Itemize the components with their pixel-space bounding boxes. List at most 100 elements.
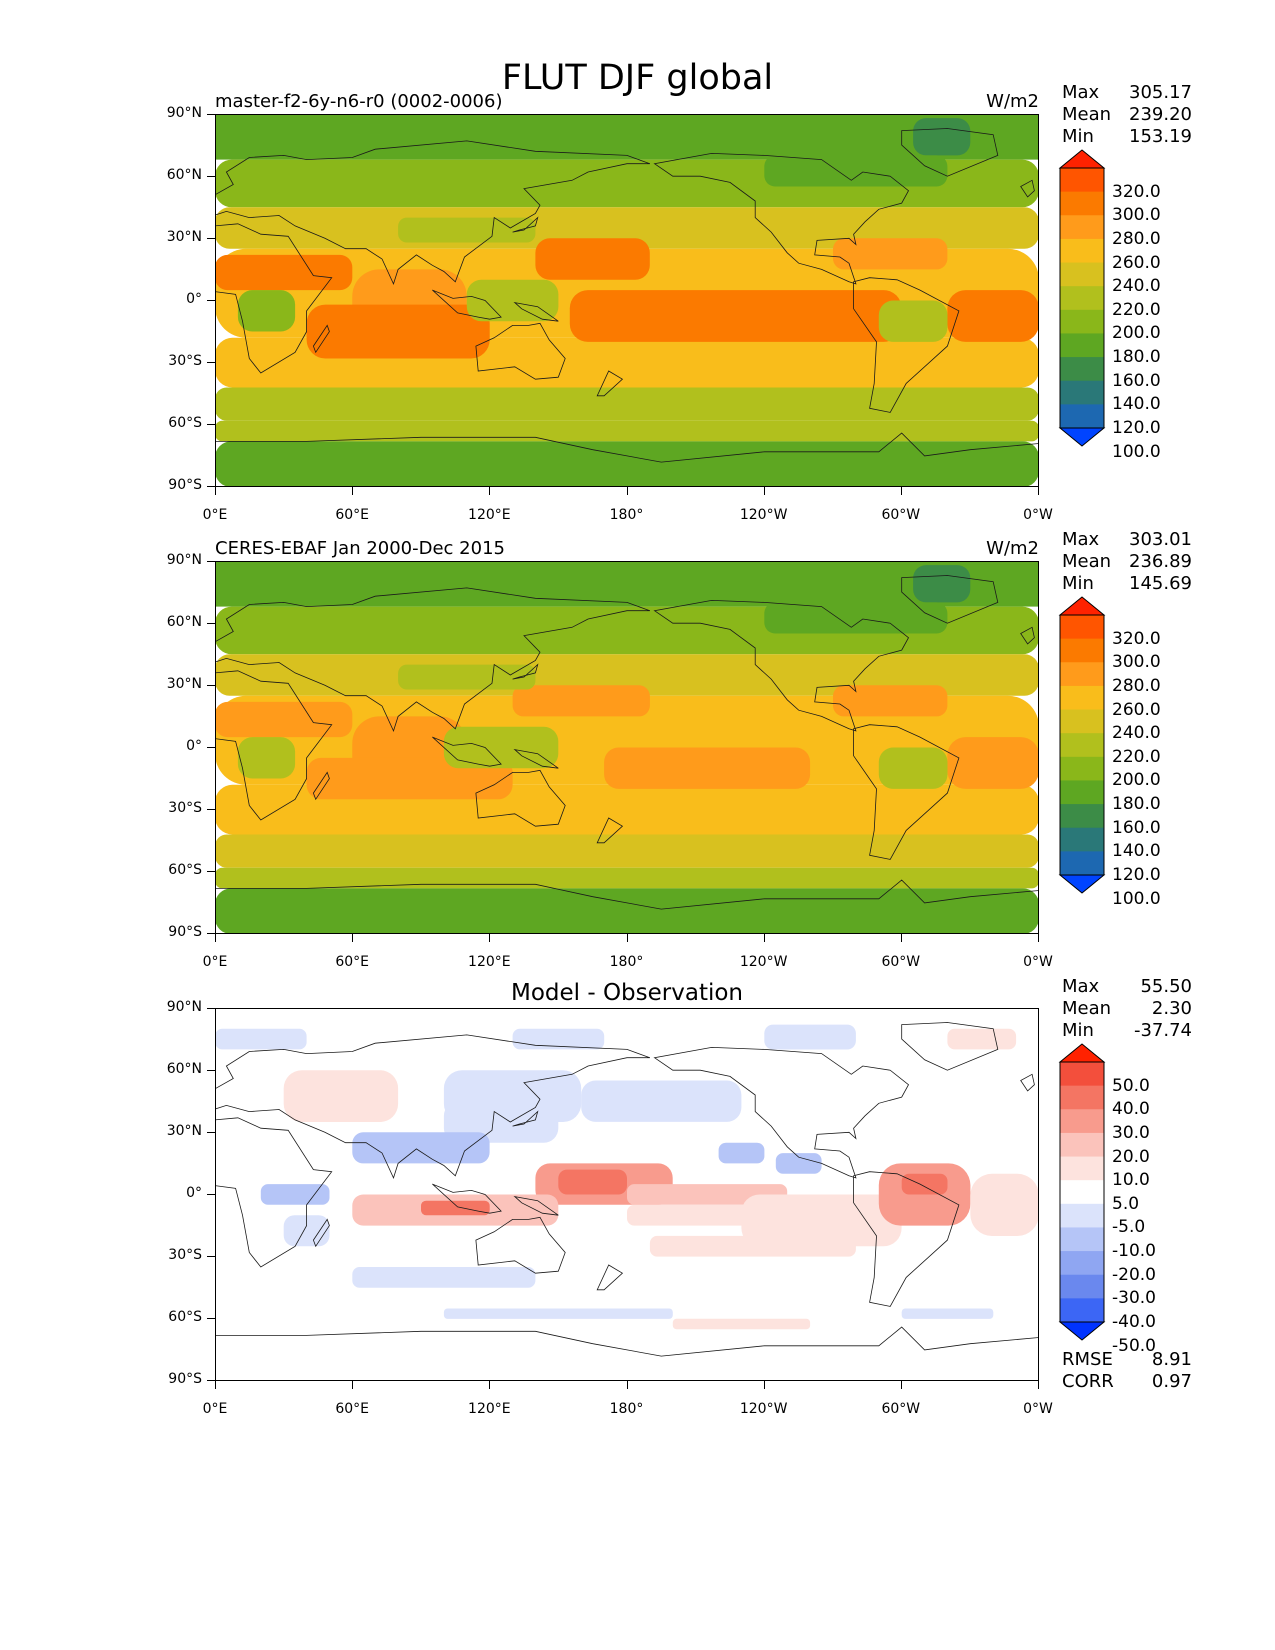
lat-tick-mark [207, 1380, 215, 1381]
colorbar-label: 100.0 [1112, 441, 1161, 462]
metric-rmse: RMSE 8.91 [1062, 1349, 1192, 1371]
colorbar-bin [1060, 1203, 1104, 1228]
stat-min: Min 145.69 [1062, 573, 1192, 595]
colorbar [1058, 595, 1106, 895]
field-patch [421, 1200, 490, 1216]
field-patch [535, 238, 650, 280]
lat-tick-label: 30°N [166, 1123, 202, 1139]
lon-tick-label: 0°W [1023, 507, 1053, 523]
colorbar-label: 140.0 [1112, 394, 1161, 415]
colorbar-bin [1060, 804, 1104, 829]
colorbar-label: 280.0 [1112, 228, 1161, 249]
lon-tick-mark [763, 1381, 765, 1389]
colorbar-label: 30.0 [1112, 1122, 1150, 1143]
colorbar-label: 20.0 [1112, 1146, 1150, 1167]
field-patch [775, 1153, 822, 1174]
map-frame [215, 1008, 1039, 1381]
field-patch [512, 685, 650, 717]
lon-tick-mark [489, 934, 491, 942]
field-patch [398, 217, 536, 243]
lat-tick-label: 0° [186, 738, 202, 754]
lon-tick-label: 180° [609, 954, 644, 970]
colorbar-label: 260.0 [1112, 699, 1161, 720]
panel-title: CERES-EBAF Jan 2000-Dec 2015 [215, 538, 505, 559]
field-patch [672, 1318, 811, 1330]
coastline-newguinea [513, 301, 559, 322]
field-patch [833, 238, 948, 270]
field-patch [215, 834, 1039, 868]
lat-tick-label: 90°N [166, 999, 202, 1015]
map-plot [215, 561, 1039, 934]
lat-tick-mark [207, 114, 215, 115]
colorbar-bin [1060, 851, 1104, 876]
lon-tick-mark [626, 487, 628, 495]
lon-tick-label: 60°W [881, 507, 921, 523]
colorbar-label: 220.0 [1112, 299, 1161, 320]
lat-tick-mark [207, 424, 215, 425]
colorbar-bin [1060, 756, 1104, 781]
field-patch [913, 565, 971, 603]
coastline-indonesia [432, 1183, 502, 1214]
lon-tick-mark [900, 934, 902, 942]
field-patch [237, 290, 296, 332]
stat-value: 145.69 [1129, 573, 1192, 594]
lon-tick-label: 180° [609, 507, 644, 523]
colorbar-label: 300.0 [1112, 652, 1161, 673]
stat-label: Min [1062, 1020, 1094, 1041]
colorbar-bin [1060, 1227, 1104, 1252]
lat-tick-mark [207, 685, 215, 686]
stat-value: 55.50 [1140, 976, 1192, 997]
colorbar-label: 220.0 [1112, 746, 1161, 767]
lon-tick-label: 120°E [468, 954, 511, 970]
lon-tick-label: 60°E [335, 507, 369, 523]
colorbar-bin [1060, 168, 1104, 193]
units-label: W/m2 [986, 91, 1039, 112]
lon-tick-mark [1038, 934, 1039, 942]
lat-tick-mark [207, 623, 215, 624]
lat-tick-mark [207, 362, 215, 363]
field-patch [215, 387, 1039, 421]
colorbar-bin [1060, 404, 1104, 429]
lon-tick-mark [1038, 1381, 1039, 1389]
coastline-antarctica [215, 1326, 1039, 1381]
lat-tick-label: 60°N [166, 614, 202, 630]
lat-tick-mark [207, 486, 215, 487]
coastline-greenland [901, 1022, 999, 1071]
coastline-namerica [653, 599, 910, 732]
lat-tick-label: 30°N [166, 229, 202, 245]
map-panel-model: master-f2-6y-n6-r0 (0002-0006) W/m2 90°N 60… [0, 82, 1275, 523]
lat-tick-mark [207, 933, 215, 934]
coastline-eurasia [215, 140, 651, 286]
lat-tick-mark [207, 1070, 215, 1071]
lat-tick-mark [207, 1256, 215, 1257]
lon-tick-label: 0°W [1023, 954, 1053, 970]
stat-value: 236.89 [1129, 551, 1192, 572]
colorbar-label: -5.0 [1112, 1217, 1146, 1238]
lon-tick-mark [1038, 487, 1039, 495]
colorbar-label: 100.0 [1112, 888, 1161, 909]
coastline-eurasia [215, 587, 651, 733]
colorbar-bin [1060, 262, 1104, 287]
colorbar [1058, 1042, 1106, 1342]
colorbar-label: -10.0 [1112, 1241, 1156, 1262]
coastline-britain [1020, 179, 1035, 198]
field-patch [215, 888, 1039, 934]
stat-label: Max [1062, 529, 1100, 550]
stat-max: Max 305.17 [1062, 82, 1192, 104]
stat-label: Mean [1062, 551, 1112, 572]
lat-tick-label: 90°S [168, 1371, 202, 1387]
colorbar-bin [1060, 1298, 1104, 1323]
coastline-africa [215, 223, 333, 374]
field-patch [764, 1024, 856, 1050]
field-patch [558, 1169, 627, 1195]
field-patch [215, 420, 1039, 442]
coastline-samerica [853, 724, 960, 860]
field-patch [604, 747, 811, 789]
field-patch [283, 1215, 330, 1247]
colorbar-bin [1060, 1132, 1104, 1158]
map-frame [215, 561, 1039, 934]
panel-title: Model - Observation [510, 980, 744, 1006]
colorbar-bin [1060, 1109, 1104, 1134]
lat-tick-label: 30°N [166, 676, 202, 692]
field-patch [901, 1308, 994, 1319]
